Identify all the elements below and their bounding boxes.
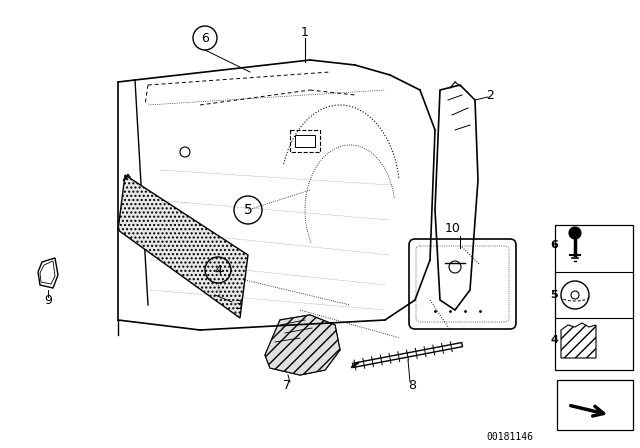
Bar [290, 130, 320, 152]
Text: 5: 5 [550, 290, 558, 300]
Text: 6: 6 [550, 240, 558, 250]
Text: 4: 4 [214, 263, 222, 276]
Polygon shape [118, 175, 248, 318]
Text: 6: 6 [201, 31, 209, 44]
Text: 9: 9 [44, 293, 52, 306]
Bar [555, 225, 633, 370]
Polygon shape [265, 315, 340, 375]
Text: 10: 10 [445, 221, 461, 234]
Bar [557, 380, 633, 430]
Circle shape [569, 227, 581, 239]
Text: 4: 4 [550, 335, 558, 345]
Bar [295, 135, 315, 147]
Text: 1: 1 [301, 26, 309, 39]
Text: 3: 3 [234, 298, 242, 311]
Text: 00181146: 00181146 [486, 432, 534, 442]
Text: 7: 7 [283, 379, 291, 392]
Text: 5: 5 [244, 203, 252, 217]
Text: 2: 2 [486, 89, 494, 102]
Text: 8: 8 [408, 379, 416, 392]
